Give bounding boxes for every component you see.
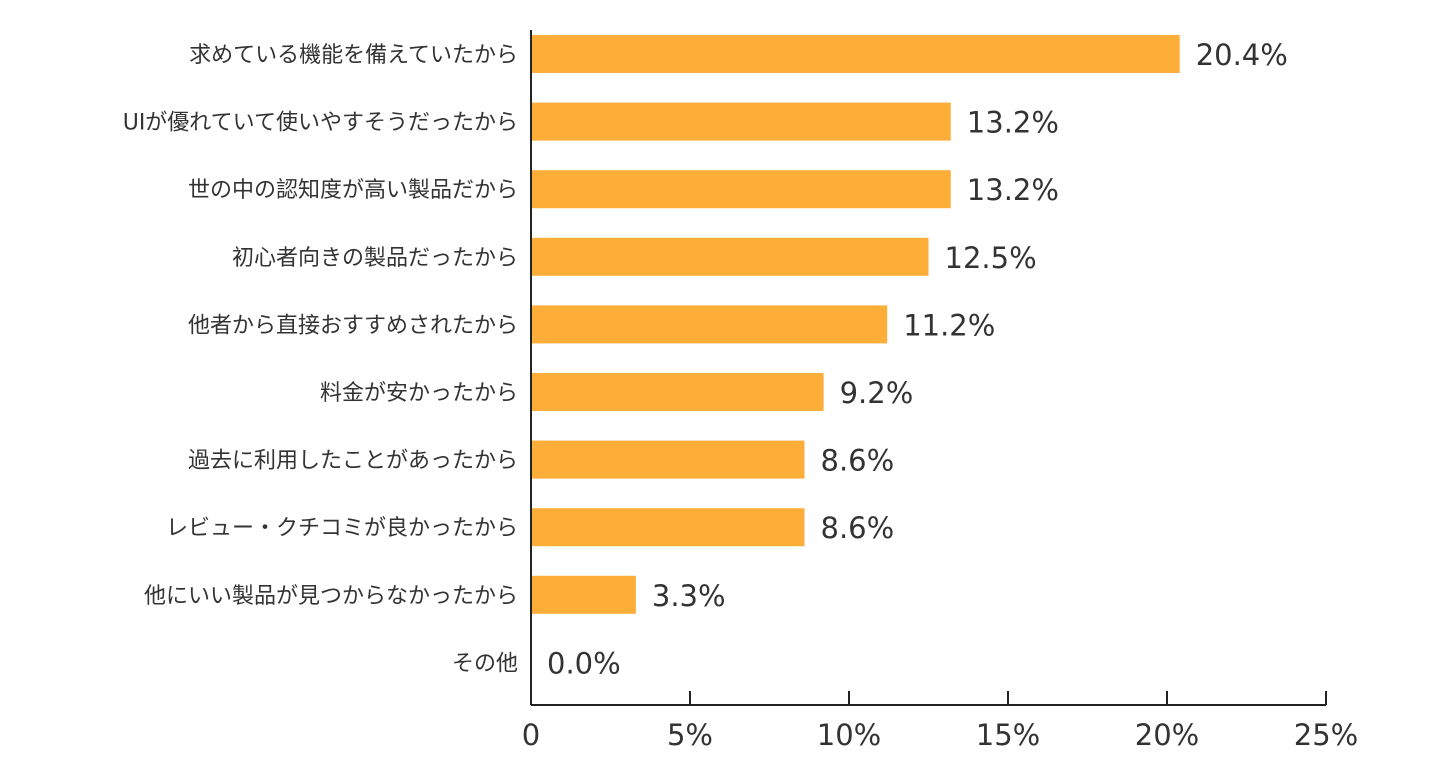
category-label: 世の中の認知度が高い製品だから bbox=[188, 178, 518, 203]
bar-5 bbox=[531, 373, 824, 411]
x-tick-label: 10% bbox=[817, 718, 881, 752]
value-label: 9.2% bbox=[840, 376, 914, 410]
bar-6 bbox=[531, 440, 805, 479]
value-label: 20.4% bbox=[1196, 38, 1288, 72]
x-tick-label: 0 bbox=[522, 718, 540, 752]
category-label: UIが優れていて使いやすそうだったから bbox=[123, 111, 518, 136]
value-label: 13.2% bbox=[967, 106, 1059, 140]
value-label: 11.2% bbox=[903, 308, 995, 342]
bar-3 bbox=[531, 237, 929, 276]
category-label: 他者から直接おすすめされたから bbox=[188, 313, 518, 338]
category-label: 求めている機能を備えていたから bbox=[189, 43, 518, 68]
bar-7 bbox=[531, 508, 805, 547]
bars-group bbox=[531, 35, 1180, 614]
bar-8 bbox=[531, 575, 636, 614]
bar-4 bbox=[531, 305, 888, 344]
x-tick-label: 20% bbox=[1135, 718, 1199, 752]
category-label: 過去に利用したことがあったから bbox=[188, 449, 518, 474]
bar-2 bbox=[531, 170, 951, 209]
x-tick-label: 15% bbox=[976, 718, 1040, 752]
category-label: 初心者向きの製品だったから bbox=[232, 246, 518, 271]
category-label: レビュー・クチコミが良かったから bbox=[166, 516, 518, 541]
category-label: 料金が安かったから bbox=[320, 381, 518, 406]
x-tick-label: 25% bbox=[1294, 718, 1358, 752]
bar-1 bbox=[531, 102, 951, 141]
x-axis-group: 0 5% 10% 15% 20% 25% bbox=[522, 30, 1358, 752]
category-labels-group: 求めている機能を備えていたから UIが優れていて使いやすそうだったから世の中の認知… bbox=[123, 43, 518, 676]
value-label: 12.5% bbox=[945, 241, 1037, 275]
bar-0 bbox=[531, 35, 1180, 73]
value-labels-group: 20.4% 13.2% 13.2% 12.5% 11.2% 9.2% 8.6% 8.6% 3.3… bbox=[547, 38, 1288, 680]
value-label: 8.6% bbox=[821, 511, 895, 545]
category-label: その他 bbox=[452, 651, 518, 676]
value-label: 13.2% bbox=[967, 173, 1059, 207]
x-tick-label: 5% bbox=[667, 718, 713, 752]
category-label: 他にいい製品が見つからなかったから bbox=[144, 584, 518, 609]
value-label: 3.3% bbox=[652, 579, 726, 613]
value-label: 0.0% bbox=[547, 646, 621, 680]
value-label: 8.6% bbox=[821, 444, 895, 478]
